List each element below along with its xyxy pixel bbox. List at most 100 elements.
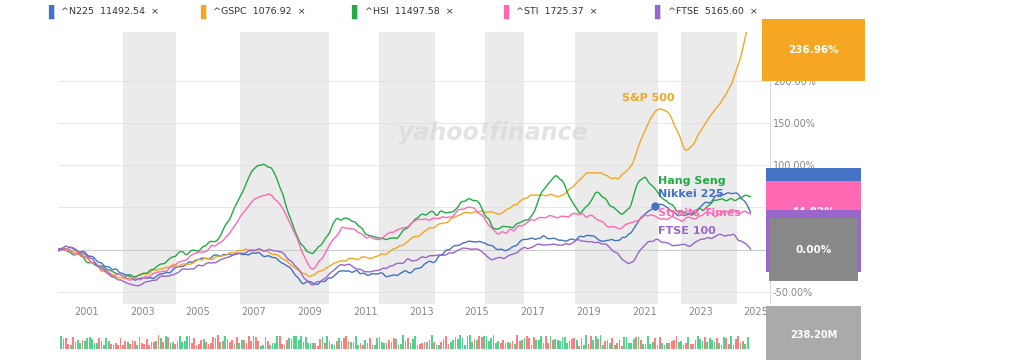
Bar	[487, 341, 489, 349]
Bar	[151, 342, 153, 349]
Bar	[267, 341, 268, 349]
Bar	[523, 338, 525, 349]
Text: Straits Times: Straits Times	[658, 208, 741, 218]
Bar	[631, 343, 632, 349]
Bar	[136, 345, 138, 349]
Bar	[719, 343, 720, 349]
Bar	[381, 342, 383, 349]
Bar	[478, 336, 480, 349]
Bar	[163, 342, 164, 349]
Bar	[300, 336, 302, 349]
Bar	[624, 337, 625, 349]
Bar	[467, 336, 468, 349]
Bar	[554, 339, 556, 349]
Bar	[309, 343, 311, 349]
Bar	[123, 32, 175, 304]
Bar	[395, 339, 397, 349]
Bar	[609, 343, 610, 349]
Bar	[327, 337, 328, 349]
Text: ^N225  11492.54  ×: ^N225 11492.54 ×	[61, 7, 160, 16]
Bar	[314, 343, 316, 349]
Bar	[669, 343, 670, 349]
Bar	[455, 337, 457, 349]
Bar	[319, 339, 321, 349]
Bar	[148, 345, 150, 349]
Bar	[739, 343, 741, 349]
Bar	[453, 340, 454, 349]
Bar	[519, 341, 520, 349]
Bar	[322, 337, 324, 349]
Bar	[240, 32, 329, 304]
Bar	[516, 335, 518, 349]
Bar	[526, 336, 527, 349]
Bar	[412, 339, 414, 349]
Bar	[172, 342, 174, 349]
Bar	[590, 336, 592, 349]
Bar	[579, 346, 580, 349]
Bar	[400, 344, 401, 349]
Bar	[77, 340, 79, 349]
Text: ^STI  1725.37  ×: ^STI 1725.37 ×	[516, 7, 598, 16]
Bar	[260, 346, 261, 349]
Bar	[397, 345, 399, 349]
Bar	[633, 339, 635, 349]
Bar	[442, 339, 444, 349]
Bar	[237, 337, 238, 349]
Bar	[160, 338, 162, 349]
Text: 59.56%: 59.56%	[792, 194, 836, 204]
Bar	[694, 340, 696, 349]
Bar	[350, 342, 352, 349]
Bar	[120, 338, 122, 349]
Bar	[91, 339, 93, 349]
Bar	[201, 340, 202, 349]
Bar	[170, 343, 171, 349]
Text: Hang Seng: Hang Seng	[658, 176, 726, 186]
Bar	[564, 337, 565, 349]
Bar	[96, 343, 97, 349]
Bar	[652, 342, 653, 349]
Bar	[460, 335, 461, 349]
Bar	[573, 338, 575, 349]
Bar	[712, 339, 713, 349]
Bar	[687, 337, 689, 349]
Bar	[324, 343, 326, 349]
Bar	[552, 340, 554, 349]
Bar	[402, 336, 404, 349]
Bar	[457, 339, 459, 349]
Bar	[246, 343, 248, 349]
Bar	[390, 342, 392, 349]
Bar	[649, 344, 651, 349]
Bar	[181, 342, 183, 349]
Bar	[483, 336, 485, 349]
Text: 236.96%: 236.96%	[788, 45, 839, 55]
Bar	[481, 337, 482, 349]
Bar	[233, 345, 236, 349]
Bar	[68, 344, 70, 349]
Bar	[86, 338, 88, 349]
Bar	[550, 336, 551, 349]
Text: ▌: ▌	[200, 4, 210, 19]
Bar	[284, 345, 286, 349]
Bar	[419, 344, 421, 349]
Bar	[471, 342, 473, 349]
Bar	[505, 343, 506, 349]
Bar	[264, 337, 266, 349]
Bar	[210, 343, 212, 349]
Bar	[744, 344, 746, 349]
Bar	[379, 337, 380, 349]
Bar	[701, 341, 703, 349]
Bar	[723, 337, 725, 349]
Bar	[673, 339, 675, 349]
Bar	[388, 340, 390, 349]
Bar	[433, 342, 435, 349]
Bar	[329, 341, 331, 349]
Bar	[125, 341, 126, 349]
Bar	[534, 337, 535, 349]
Bar	[417, 345, 419, 349]
Bar	[100, 341, 102, 349]
Bar	[194, 338, 195, 349]
Bar	[438, 345, 439, 349]
Bar	[334, 345, 335, 349]
Bar	[502, 340, 504, 349]
Bar	[165, 336, 167, 349]
